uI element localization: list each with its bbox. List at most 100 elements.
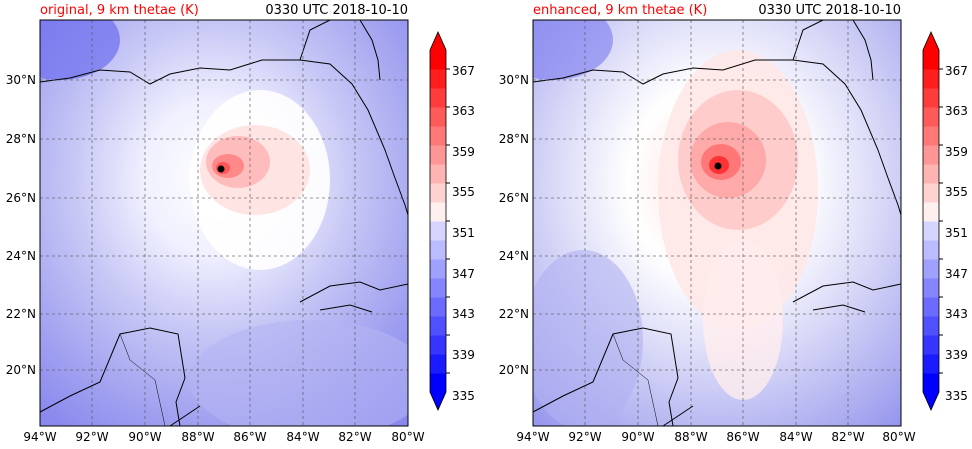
map-title: original, 9 km thetae (K) <box>40 3 199 18</box>
x-tick-label: 94°W <box>516 430 549 444</box>
colorbar-tick: 347 <box>452 267 475 281</box>
colorbar-tick: 359 <box>452 145 475 159</box>
colorbar-outline <box>429 31 447 411</box>
colorbar-band <box>923 297 939 317</box>
y-tick-label: 30°N <box>499 73 529 87</box>
colorbar <box>429 31 450 411</box>
storm-center-marker <box>217 165 225 173</box>
y-tick-label: 26°N <box>6 191 36 205</box>
colorbar-extend-min <box>923 392 939 410</box>
colorbar-band <box>430 316 446 336</box>
time-label: 0330 UTC 2018-10-10 <box>758 3 901 18</box>
colorbar-band <box>923 259 939 279</box>
x-tick-label: 82°W <box>831 430 864 444</box>
colorbar-band <box>430 107 446 127</box>
colorbar-band <box>923 126 939 146</box>
x-tick-label: 84°W <box>779 430 812 444</box>
panel-original: original, 9 km thetae (K) 0330 UTC 2018-… <box>6 3 475 444</box>
x-tick-label: 84°W <box>286 430 319 444</box>
field-plot <box>40 20 408 426</box>
colorbar-band <box>923 145 939 165</box>
colorbar-band <box>923 50 939 70</box>
colorbar-band <box>923 335 939 355</box>
y-tick-label: 24°N <box>6 249 36 263</box>
colorbar-tick: 339 <box>452 348 475 362</box>
colorbar-band <box>430 335 446 355</box>
x-tick-label: 82°W <box>338 430 371 444</box>
colorbar-tick: 343 <box>945 307 968 321</box>
colorbar-band <box>923 183 939 203</box>
colorbar-tick: 351 <box>452 226 475 240</box>
colorbar-band <box>430 145 446 165</box>
y-tick-label: 26°N <box>499 191 529 205</box>
x-tick-labels: 94°W 92°W 90°W 88°W 86°W 84°W 82°W 80°W <box>516 430 915 444</box>
storm-center-marker <box>714 162 722 170</box>
x-tick-label: 90°W <box>128 430 161 444</box>
colorbar <box>922 31 943 411</box>
y-tick-labels: 20°N 22°N 24°N 26°N 28°N 30°N <box>499 73 529 377</box>
y-tick-label: 30°N <box>6 73 36 87</box>
colorbar-tick: 339 <box>945 348 968 362</box>
colorbar-tick-labels: 335 339 343 347 351 355 359 363 367 <box>945 64 968 403</box>
y-tick-label: 20°N <box>499 363 529 377</box>
field-plot <box>533 20 901 426</box>
colorbar-band <box>923 69 939 89</box>
colorbar-tick: 359 <box>945 145 968 159</box>
colorbar-band <box>430 202 446 222</box>
x-tick-label: 92°W <box>75 430 108 444</box>
x-tick-label: 88°W <box>181 430 214 444</box>
colorbar-extend-max <box>923 32 939 50</box>
colorbar-band <box>923 221 939 241</box>
colorbar-band <box>923 240 939 260</box>
colorbar-band <box>923 107 939 127</box>
colorbar-band <box>923 373 939 393</box>
colorbar-tick: 355 <box>452 185 475 199</box>
x-tick-label: 92°W <box>568 430 601 444</box>
colorbar-tick: 363 <box>452 104 475 118</box>
colorbar-tick: 335 <box>945 389 968 403</box>
colorbar-band <box>430 164 446 184</box>
y-tick-label: 22°N <box>499 307 529 321</box>
x-tick-label: 80°W <box>391 430 424 444</box>
y-tick-label: 22°N <box>6 307 36 321</box>
colorbar-band <box>430 221 446 241</box>
colorbar-band <box>430 69 446 89</box>
colorbar-outline <box>922 31 940 411</box>
colorbar-tick-labels: 335 339 343 347 351 355 359 363 367 <box>452 64 475 403</box>
x-tick-label: 90°W <box>621 430 654 444</box>
y-tick-labels: 20°N 22°N 24°N 26°N 28°N 30°N <box>6 73 36 377</box>
colorbar-extend-min <box>430 392 446 410</box>
colorbar-band <box>923 278 939 298</box>
x-tick-label: 86°W <box>233 430 266 444</box>
colorbar-band <box>430 373 446 393</box>
y-tick-label: 28°N <box>499 132 529 146</box>
colorbar-band <box>430 354 446 374</box>
colorbar-tick: 363 <box>945 104 968 118</box>
colorbar-band <box>923 164 939 184</box>
colorbar-tick: 367 <box>452 64 475 78</box>
x-tick-label: 94°W <box>23 430 56 444</box>
colorbar-tick: 343 <box>452 307 475 321</box>
x-tick-label: 80°W <box>882 430 915 444</box>
colorbar-band <box>923 202 939 222</box>
colorbar-band <box>430 259 446 279</box>
colorbar-band <box>430 297 446 317</box>
colorbar-band <box>430 50 446 70</box>
colorbar-tick: 355 <box>945 185 968 199</box>
x-tick-label: 88°W <box>674 430 707 444</box>
colorbar-band <box>923 316 939 336</box>
y-tick-label: 24°N <box>499 249 529 263</box>
colorbar-band <box>430 126 446 146</box>
colorbar-band <box>430 240 446 260</box>
colorbar-band <box>430 183 446 203</box>
time-label: 0330 UTC 2018-10-10 <box>265 3 408 18</box>
y-tick-label: 28°N <box>6 132 36 146</box>
grid-lines <box>533 20 901 426</box>
x-tick-label: 86°W <box>726 430 759 444</box>
colorbar-tick: 347 <box>945 267 968 281</box>
panel-enhanced: enhanced, 9 km thetae (K) 0330 UTC 2018-… <box>499 3 968 444</box>
colorbar-tick: 351 <box>945 226 968 240</box>
colorbar-band <box>430 278 446 298</box>
colorbar-band <box>923 88 939 108</box>
map-title: enhanced, 9 km thetae (K) <box>533 3 707 18</box>
